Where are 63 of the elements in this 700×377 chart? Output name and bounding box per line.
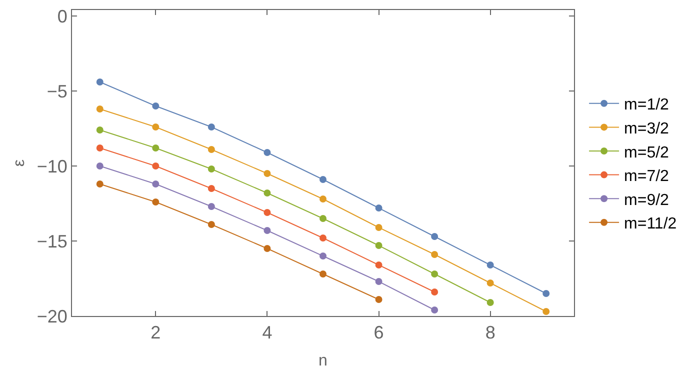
point: [96, 78, 104, 86]
point: [208, 203, 215, 210]
point: [208, 124, 215, 130]
point: [152, 198, 160, 206]
point: [208, 166, 215, 172]
point: [320, 252, 326, 260]
point: [96, 180, 104, 188]
x-tick-label: 6: [374, 322, 384, 343]
point: [264, 190, 271, 196]
point: [264, 245, 271, 252]
point: [152, 124, 160, 130]
point: [264, 149, 271, 156]
point: [542, 290, 550, 297]
legend-label: m=11/2: [624, 216, 677, 233]
point: [152, 144, 160, 152]
point: [96, 106, 104, 112]
point: [431, 270, 438, 278]
point: [375, 278, 382, 285]
point: [320, 196, 326, 202]
point: [486, 262, 494, 268]
point: [542, 308, 550, 315]
point: [208, 185, 215, 192]
point: [96, 144, 104, 152]
point: [375, 296, 382, 303]
point: [264, 209, 271, 216]
point: [320, 270, 326, 278]
point: [208, 221, 215, 228]
legend-label: m=3/2: [624, 120, 670, 138]
point: [375, 204, 382, 212]
point: [264, 170, 271, 177]
point: [375, 224, 382, 231]
point: [152, 102, 160, 110]
point: [152, 180, 160, 188]
point: [152, 162, 160, 170]
y-tick-label: 0: [57, 6, 68, 26]
point: [431, 251, 438, 258]
y-tick-label: −5: [46, 81, 68, 102]
point: [375, 262, 382, 268]
point: [320, 176, 326, 183]
y-tick-label: −15: [36, 231, 68, 252]
point: [96, 162, 104, 170]
point: [486, 299, 494, 306]
point: [208, 146, 215, 153]
point: [486, 280, 494, 286]
point: [375, 242, 382, 249]
legend-label: m=9/2: [624, 192, 670, 209]
point: [431, 288, 438, 296]
x-axis-title: n: [318, 352, 328, 370]
y-tick-label: −10: [36, 156, 68, 176]
point: [320, 234, 326, 242]
legend-label: m=1/2: [624, 96, 670, 114]
y-tick-label: −20: [36, 306, 68, 326]
x-tick-label: 4: [262, 322, 272, 343]
point: [431, 233, 438, 240]
x-tick-label: 8: [485, 322, 496, 343]
legend-label: m=7/2: [624, 168, 670, 186]
point: [431, 306, 438, 314]
y-axis-title: ε: [10, 159, 28, 167]
legend-label: m=5/2: [624, 144, 670, 162]
point: [96, 126, 104, 134]
point: [320, 215, 326, 222]
x-tick-label: 2: [150, 322, 161, 343]
point: [264, 227, 271, 234]
